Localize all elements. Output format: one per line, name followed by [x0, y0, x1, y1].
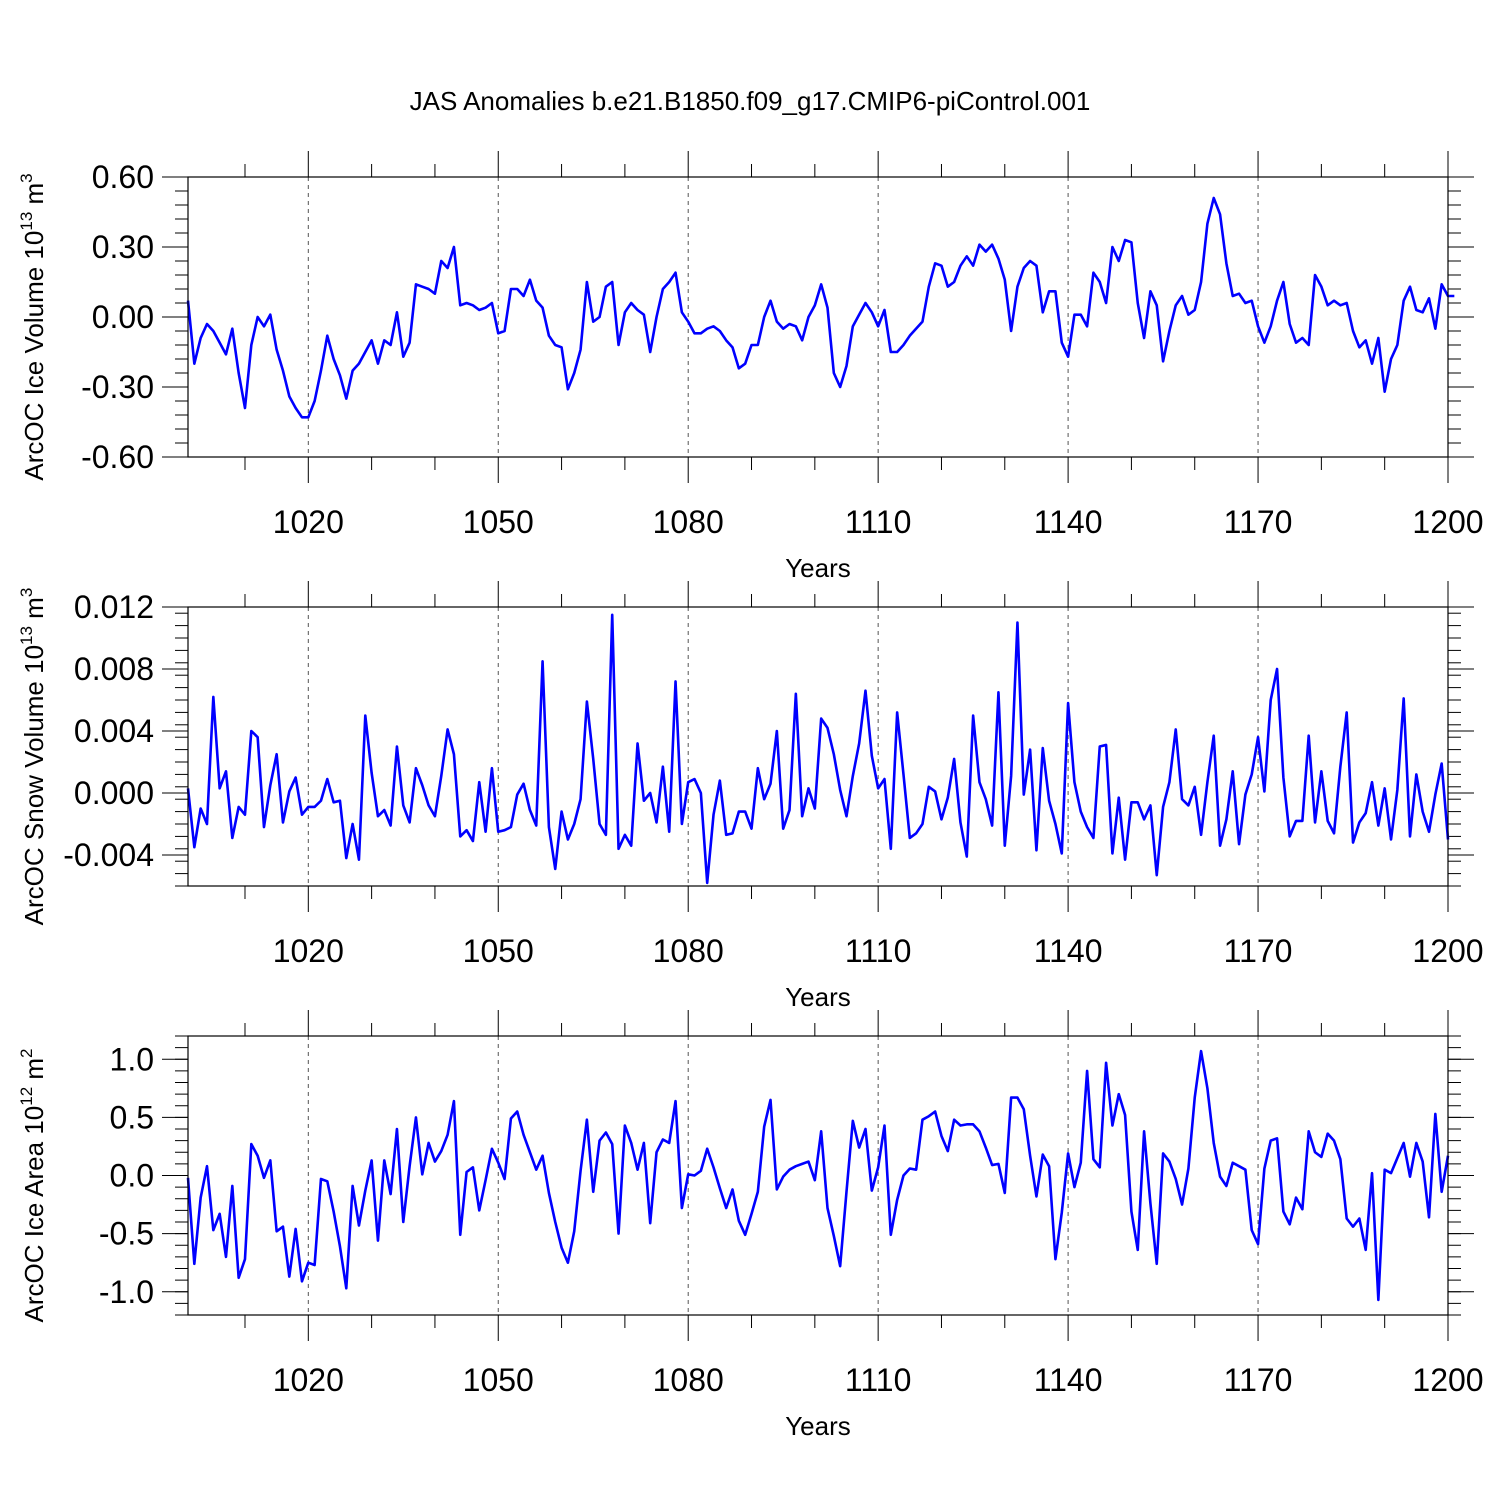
y-label-unit: m: [19, 1058, 49, 1087]
x-axis-label: Years: [785, 1411, 851, 1441]
y-label-main: ArcOC Ice Volume 10: [19, 231, 49, 481]
y-label-unit: m: [19, 597, 49, 626]
x-tick-label: 1020: [273, 933, 344, 969]
y-axis-label: ArcOC Ice Area 1012 m2: [17, 1048, 49, 1322]
y-tick-label: -0.004: [63, 837, 154, 873]
y-tick-label: -0.5: [99, 1216, 154, 1252]
x-tick-label: 1050: [463, 933, 534, 969]
x-tick-label: 1170: [1224, 504, 1293, 540]
y-label-unit-exponent: 3: [17, 173, 36, 182]
x-tick-label: 1080: [653, 933, 724, 969]
y-axis-label: ArcOC Snow Volume 1013 m3: [17, 588, 49, 926]
x-tick-label: 1080: [653, 1362, 724, 1398]
x-tick-label: 1020: [273, 1362, 344, 1398]
ice-area-panel: 1020 1050 1080 1110 1140 1170 1200 -1.0 -0.5 0.0 0…: [17, 1010, 1484, 1441]
y-label-exponent: 13: [17, 212, 36, 231]
x-tick-label: 1110: [845, 504, 911, 540]
y-label-exponent: 13: [17, 626, 36, 645]
y-axis-label: ArcOC Ice Volume 1013 m3: [17, 173, 49, 480]
x-axis-label: Years: [785, 553, 851, 583]
plot-frame: [187, 1035, 1449, 1316]
y-tick-label: 0.30: [92, 229, 154, 265]
x-tick-label: 1050: [463, 504, 534, 540]
series-line-ice-volume: [186, 196, 1455, 419]
y-label-main: ArcOC Snow Volume 10: [19, 645, 49, 925]
y-tick-label: -0.30: [81, 369, 154, 405]
x-tick-label: 1170: [1224, 933, 1293, 969]
y-label-unit-exponent: 3: [17, 588, 36, 597]
snow-volume-panel: 1020 1050 1080 1110 1140 1170 1200 -0.004 0.000 0…: [17, 581, 1484, 1012]
x-tick-label: 1110: [845, 1362, 911, 1398]
x-tick-label: 1140: [1034, 933, 1103, 969]
y-tick-label: 0.008: [74, 651, 154, 687]
x-tick-label: 1200: [1412, 504, 1483, 540]
y-tick-label: 0.5: [110, 1099, 154, 1135]
x-tick-label: 1110: [845, 933, 911, 969]
x-tick-label: 1050: [463, 1362, 534, 1398]
y-tick-label: 0.004: [74, 713, 154, 749]
x-tick-label: 1080: [653, 504, 724, 540]
y-tick-label: 0.60: [92, 159, 154, 195]
x-axis-label: Years: [785, 982, 851, 1012]
y-tick-label: 0.0: [110, 1158, 154, 1194]
y-label-main: ArcOC Ice Area 10: [19, 1106, 49, 1323]
x-tick-label: 1200: [1412, 1362, 1483, 1398]
ice-volume-panel: 1020 1050 1080 1110 1140 1170 1200 -0.60 -0.30 0.…: [17, 151, 1484, 583]
y-tick-label: -0.60: [81, 439, 154, 475]
x-tick-label: 1140: [1034, 504, 1103, 540]
y-tick-label: 0.012: [74, 589, 154, 625]
y-tick-label: 0.00: [92, 299, 154, 335]
y-tick-label: -1.0: [99, 1274, 154, 1310]
x-tick-label: 1170: [1224, 1362, 1293, 1398]
y-label-unit-exponent: 2: [17, 1048, 36, 1057]
series-line-ice-area: [186, 1049, 1450, 1302]
x-tick-label: 1140: [1034, 1362, 1103, 1398]
plot-frame: [187, 176, 1449, 458]
y-label-unit: m: [19, 183, 49, 212]
x-tick-label: 1020: [273, 504, 344, 540]
y-tick-label: 0.000: [74, 775, 154, 811]
y-tick-label: 1.0: [110, 1041, 154, 1077]
chart-title: JAS Anomalies b.e21.B1850.f09_g17.CMIP6-…: [410, 86, 1091, 116]
plot-frame: [187, 606, 1449, 887]
x-tick-label: 1200: [1412, 933, 1483, 969]
series-line-snow-volume: [186, 613, 1450, 885]
y-label-exponent: 12: [17, 1087, 36, 1106]
